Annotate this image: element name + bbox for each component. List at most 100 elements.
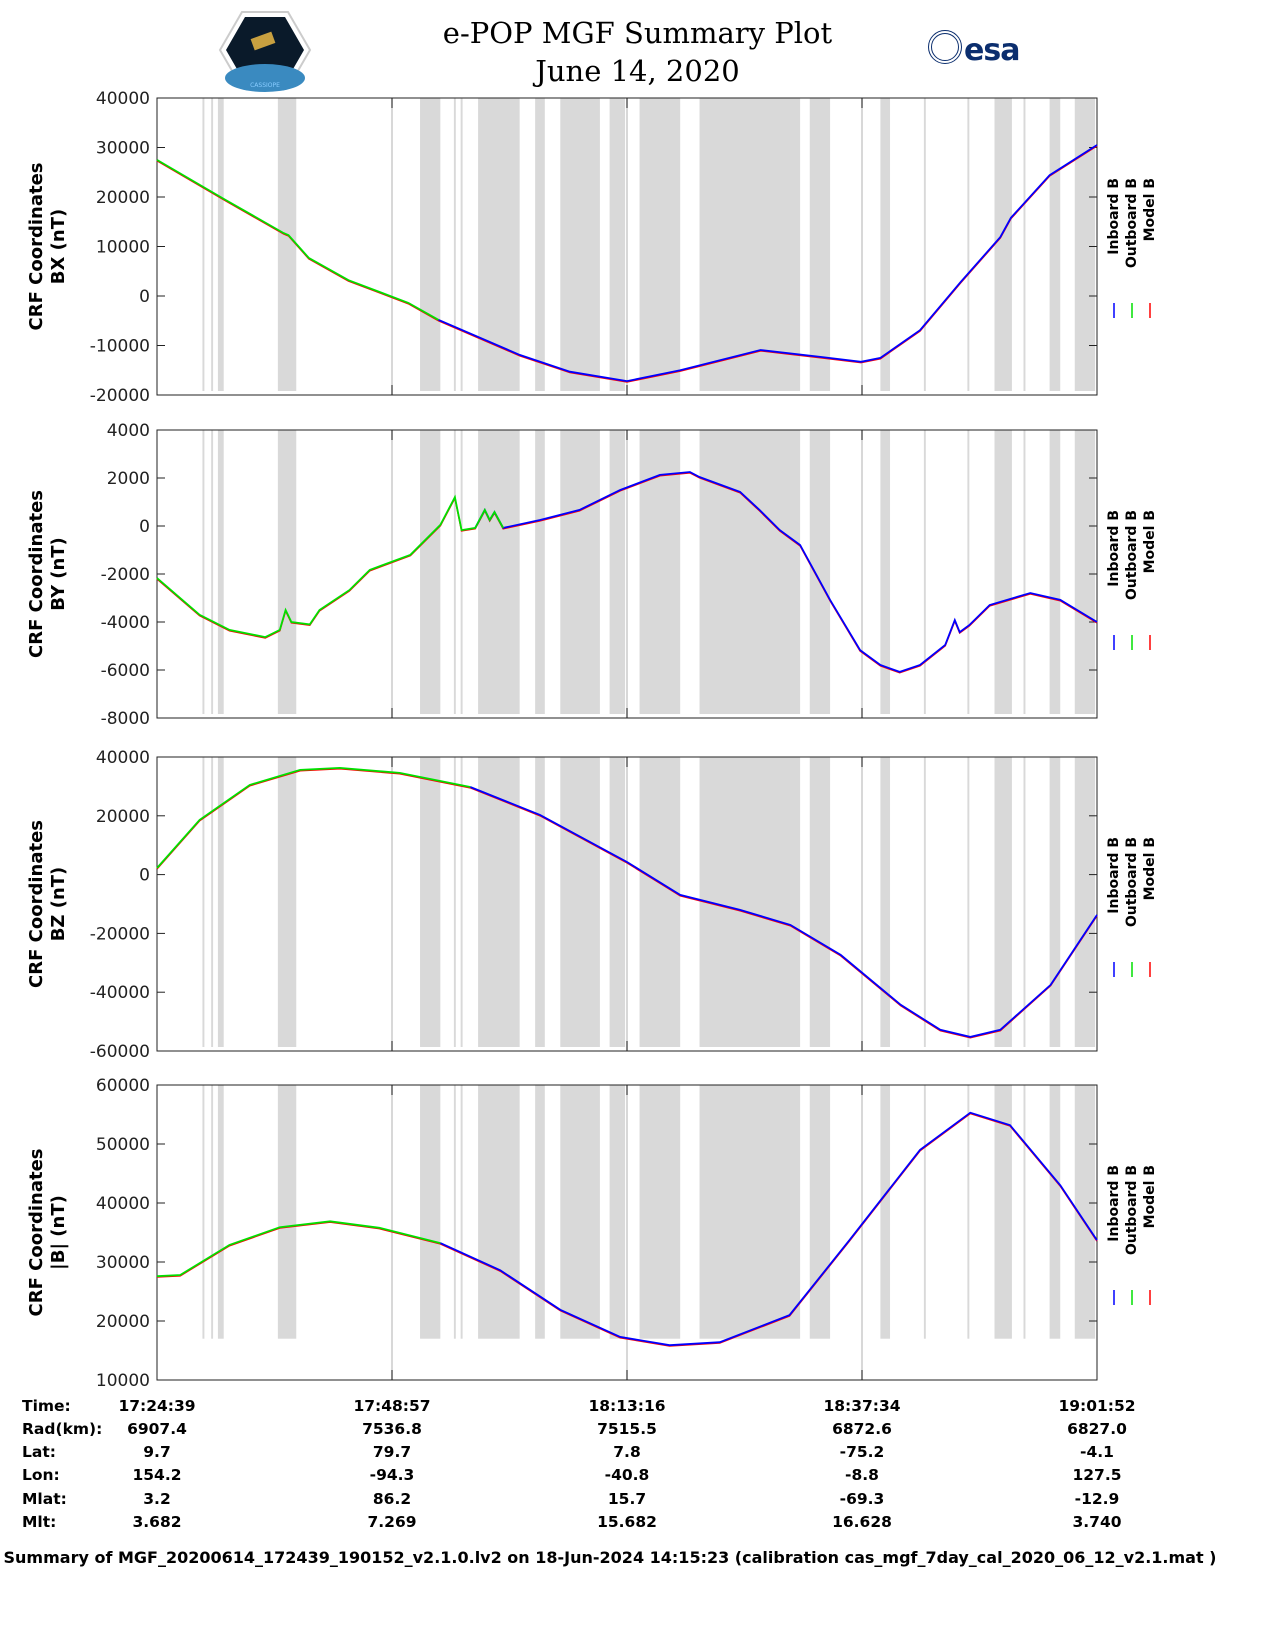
logo-satellite-icon [250,31,276,51]
table-cell: 154.2 [132,1466,181,1484]
outboard-b-line [156,494,504,639]
data-gap-band [535,430,545,714]
panel-2: 4000 2000 0 -2000 -4000 -6000 -8000 CRF Coordin… [26,421,1158,729]
data-gap-band [880,98,891,391]
table-cell: -94.3 [370,1466,415,1484]
table-cell: 7515.5 [597,1420,657,1438]
data-gap-band [277,98,297,391]
data-gap-band [460,430,463,714]
y-axis-label-line-1: CRF Coordinates [26,820,47,988]
legend-label-inboard-b: Inboard B [1106,837,1122,914]
data-gap-band [609,430,626,714]
y-tick-label: -6000 [101,661,150,681]
plot-frame [156,1084,1098,1381]
y-tick-label: -60000 [90,1042,150,1062]
legend-label-inboard-b: Inboard B [1106,510,1122,587]
footer-caption: Summary of MGF_20200614_172439_190152_v2… [4,1548,1217,1567]
y-axis-label-line-2: BY (nT) [48,537,69,611]
y-tick-label: 0 [139,517,150,537]
table-cell: 19:01:52 [1058,1397,1135,1415]
y-tick-label: 0 [139,866,150,886]
data-gap-band [809,98,831,391]
table-cell: 6907.4 [127,1420,187,1438]
data-gap-band [809,1085,831,1339]
data-gap-band [994,1085,1012,1339]
legend-label-model-b: Model B [1142,178,1158,241]
table-cell: 79.7 [373,1443,411,1461]
data-gap-band [217,430,224,714]
data-gap-band [923,1085,926,1339]
y-tick-label: 30000 [96,1253,150,1273]
y-tick-label: -2000 [101,565,150,585]
plot-title: e-POP MGF Summary Plot June 14, 2020 [0,14,1275,90]
table-cell: 6872.6 [832,1420,892,1438]
data-gap-band [880,430,891,714]
y-tick-label: -40000 [90,983,150,1003]
data-gap-band [1023,757,1026,1047]
data-gap-band [967,430,970,714]
data-gap-band [460,1085,463,1339]
data-gap-band [478,430,520,714]
inboard-b-line [469,786,1098,1038]
y-tick-label: -20000 [90,386,150,406]
legend-label-outboard-b: Outboard B [1124,178,1140,268]
outboard-b-line [156,766,471,869]
data-gap-band [560,98,600,391]
table-cell: 7.8 [613,1443,640,1461]
y-tick-label: 10000 [96,238,150,258]
y-axis-label-line-2: BX (nT) [48,209,69,284]
table-row-label: Time: [22,1397,71,1415]
data-gap-band [639,430,681,714]
y-tick-label: 40000 [96,748,150,768]
y-tick-label: 2000 [107,469,150,489]
data-gap-band [420,757,441,1047]
data-gap-band [1023,1085,1026,1339]
data-gap-band [453,1085,456,1339]
table-cell: 127.5 [1072,1466,1121,1484]
legend-label-model-b: Model B [1142,837,1158,900]
data-gap-band [1049,430,1061,714]
data-gap-band [460,757,463,1047]
table-cell: -4.1 [1080,1443,1114,1461]
data-gap-band [699,98,801,391]
data-gap-band [202,430,205,714]
data-gap-band [1049,98,1061,391]
data-gap-band [217,98,224,391]
legend-label-model-b: Model B [1142,510,1158,573]
y-axis-label-line-2: BZ (nT) [48,867,69,942]
table-cell: -40.8 [605,1466,650,1484]
data-gap-band [478,757,520,1047]
data-gap-band [699,1085,801,1339]
table-cell: 9.7 [143,1443,170,1461]
data-gap-band [217,757,224,1047]
table-cell: 3.682 [132,1513,181,1531]
y-axis-label-line-1: CRF Coordinates [26,1149,47,1317]
data-gap-band [420,1085,441,1339]
table-row-label: Lat: [22,1443,56,1461]
y-tick-label: -4000 [101,613,150,633]
y-tick-label: 40000 [96,89,150,109]
table-cell: -75.2 [840,1443,885,1461]
table-row-label: Mlt: [22,1513,56,1531]
plot-frame [156,756,1098,1052]
data-gap-band [478,98,520,391]
y-axis-label-line-1: CRF Coordinates [26,490,47,658]
panel-3: 40000 20000 0 -20000 -40000 -60000 CRF Coordin… [26,748,1158,1062]
y-tick-label: 20000 [96,807,150,827]
data-gap-band [1074,98,1096,391]
data-gap-band [1049,1085,1061,1339]
data-gap-band [560,1085,600,1339]
data-gap-band [1074,757,1096,1047]
esa-logo: esa [928,30,1020,68]
table-cell: 3.2 [143,1490,170,1508]
y-tick-label: 10000 [96,1371,150,1391]
data-gap-band [202,98,205,391]
data-gap-band [880,757,891,1047]
table-cell: 18:37:34 [823,1397,900,1415]
title-line-2: June 14, 2020 [535,54,740,88]
table-row-label: Rad(km): [22,1420,102,1438]
cassiope-logo: CASSIOPE [218,11,312,92]
y-tick-label: 40000 [96,1194,150,1214]
data-gap-band [609,1085,626,1339]
